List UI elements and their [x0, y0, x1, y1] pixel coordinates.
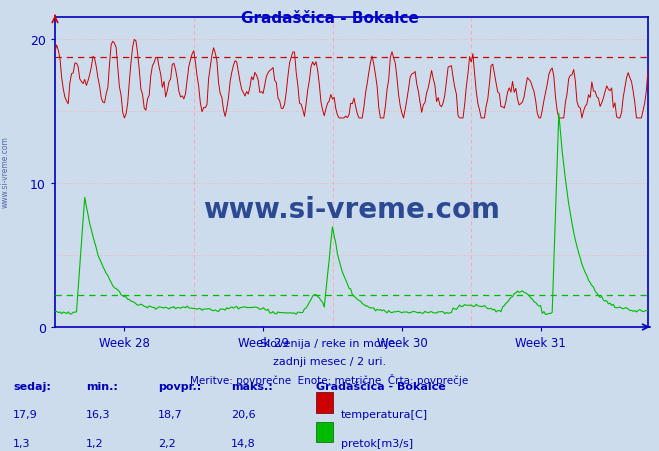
Text: min.:: min.: [86, 381, 117, 391]
Text: maks.:: maks.: [231, 381, 272, 391]
Text: 1,2: 1,2 [86, 438, 103, 448]
Text: 14,8: 14,8 [231, 438, 256, 448]
Text: 1,3: 1,3 [13, 438, 31, 448]
Text: temperatura[C]: temperatura[C] [341, 409, 428, 419]
Text: Gradaščica - Bokalce: Gradaščica - Bokalce [316, 381, 446, 391]
Text: zadnji mesec / 2 uri.: zadnji mesec / 2 uri. [273, 356, 386, 366]
Text: www.si-vreme.com: www.si-vreme.com [1, 135, 10, 207]
Text: 16,3: 16,3 [86, 409, 110, 419]
Text: pretok[m3/s]: pretok[m3/s] [341, 438, 413, 448]
Text: 17,9: 17,9 [13, 409, 38, 419]
Text: 2,2: 2,2 [158, 438, 176, 448]
Text: povpr.:: povpr.: [158, 381, 202, 391]
Text: sedaj:: sedaj: [13, 381, 51, 391]
Text: 20,6: 20,6 [231, 409, 255, 419]
Text: www.si-vreme.com: www.si-vreme.com [203, 196, 500, 224]
Text: Slovenija / reke in morje.: Slovenija / reke in morje. [260, 339, 399, 349]
Text: Meritve: povprečne  Enote: metrične  Črta: povprečje: Meritve: povprečne Enote: metrične Črta:… [190, 373, 469, 385]
Text: Gradaščica - Bokalce: Gradaščica - Bokalce [241, 11, 418, 26]
Text: 18,7: 18,7 [158, 409, 183, 419]
